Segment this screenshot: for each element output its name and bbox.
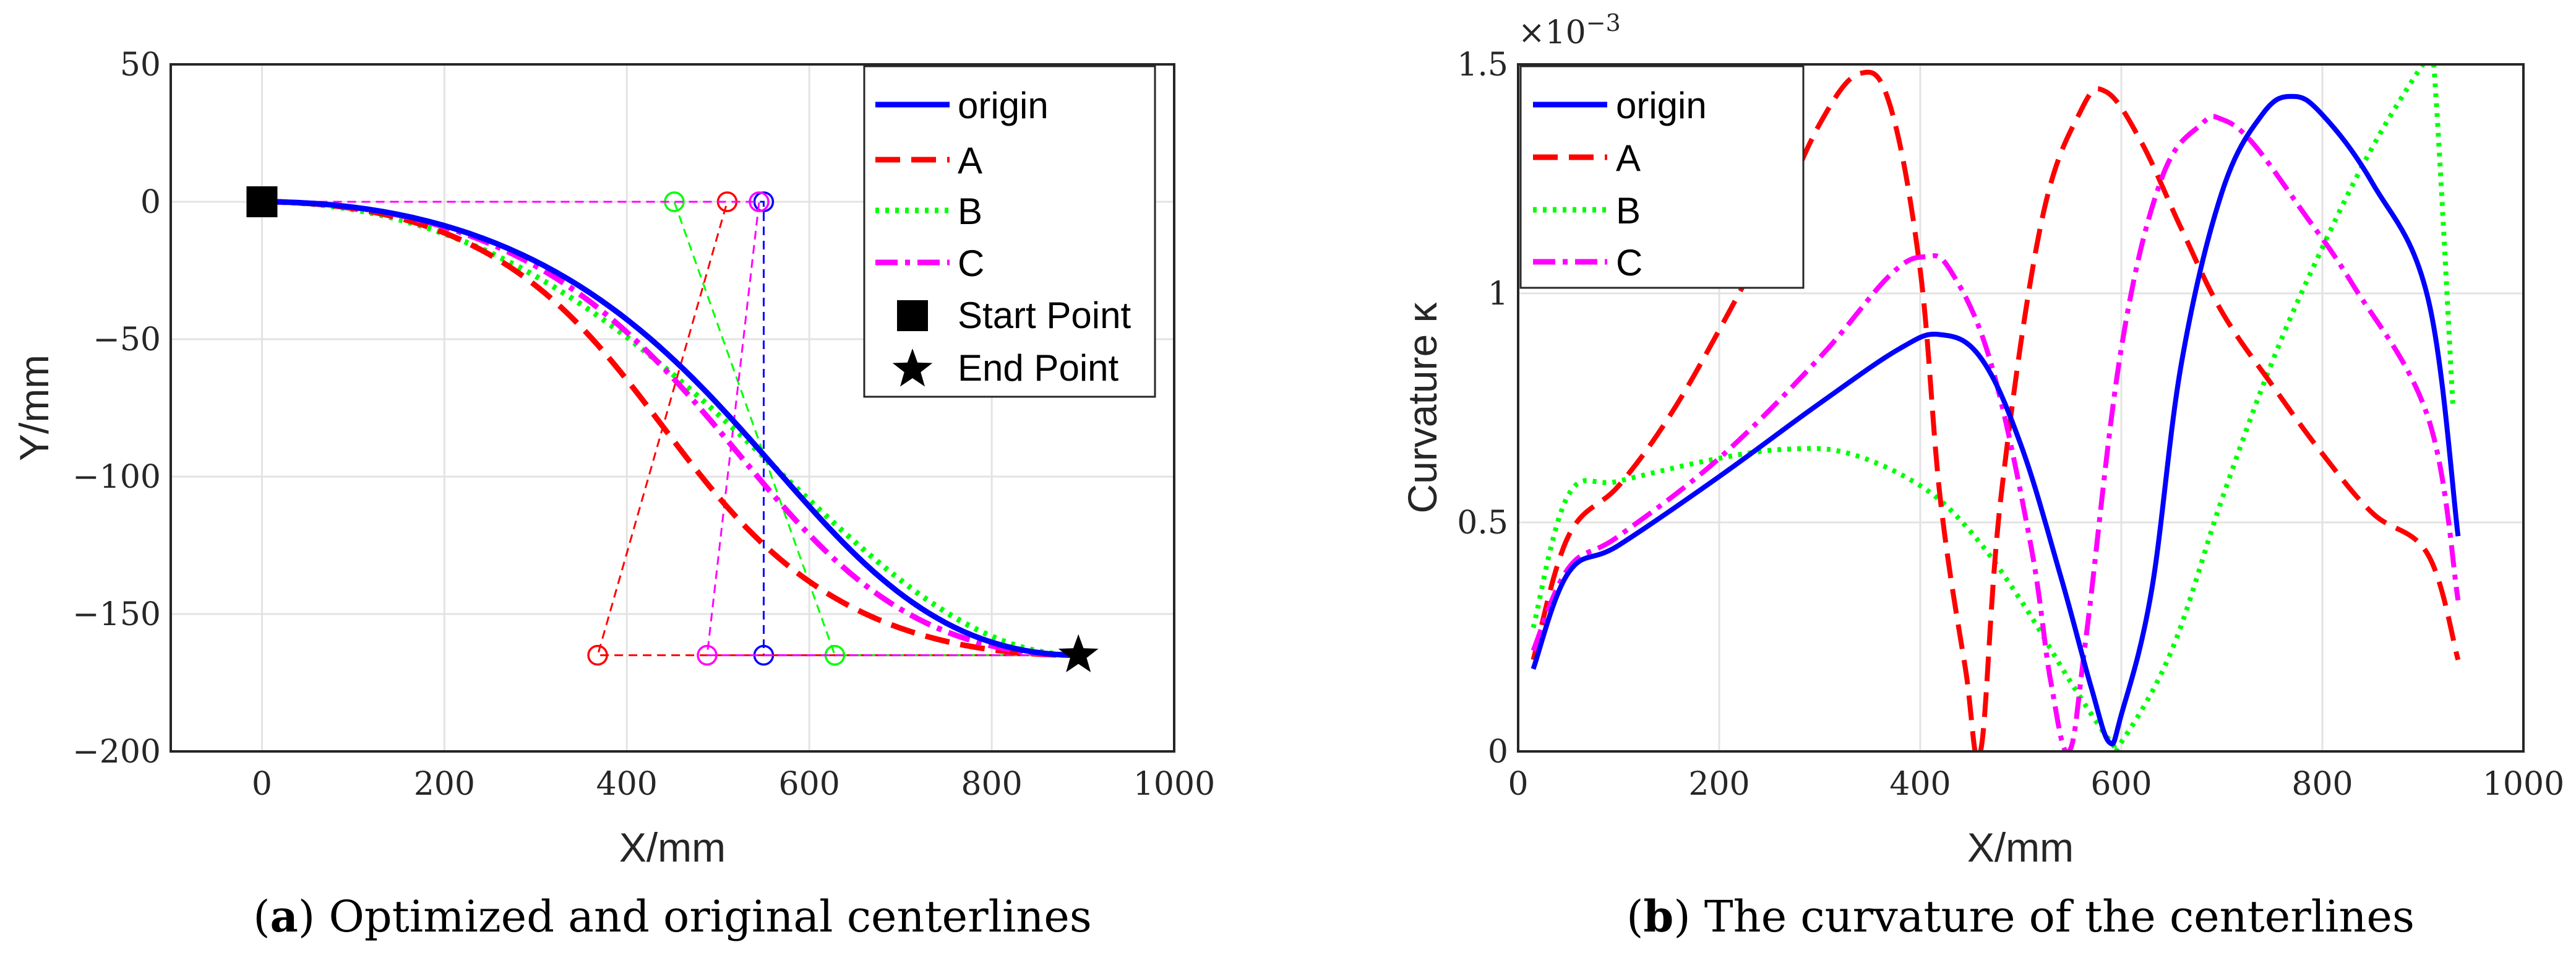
- b-exponent-label: ×10−3: [1518, 9, 1621, 51]
- a-curves: [262, 191, 1079, 666]
- b-y-tick-2: 1: [1488, 275, 1508, 313]
- b-legend-label-a: A: [1616, 137, 1641, 179]
- a-curve-origin: [262, 199, 1079, 659]
- a-y-tick-1: 0: [140, 184, 161, 221]
- b-y-tick-1: 0.5: [1457, 504, 1508, 542]
- b-caption-text: ) The curvature of the centerlines: [1673, 891, 2415, 942]
- b-legend-label-c: C: [1616, 242, 1642, 283]
- a-y-tick-4: −150: [72, 596, 161, 633]
- a-x-tick-1: 200: [414, 766, 475, 803]
- a-legend: origin A B C Start Point End Point: [863, 65, 1156, 398]
- a-legend-symbol-start: [897, 300, 928, 331]
- b-y-tick-0: 0: [1488, 733, 1508, 771]
- a-legend-box: [863, 65, 1156, 398]
- a-x-tick-5: 1000: [1133, 766, 1215, 803]
- b-legend-label-origin: origin: [1616, 85, 1707, 126]
- b-exponent-power: −3: [1586, 9, 1621, 37]
- panel-b: 0 200 400 600 800 1000 0 0.5 1 1.5 ×10−3 X/mm Cu…: [1399, 9, 2564, 942]
- a-caption-label: a: [270, 891, 298, 942]
- a-x-tick-2: 400: [596, 766, 658, 803]
- a-legend-label-b: B: [958, 191, 982, 232]
- a-y-tick-labels: 50 0 −50 −100 −150 −200: [72, 46, 161, 771]
- a-legend-label-origin: origin: [958, 85, 1049, 126]
- a-caption-text: ) Optimized and original centerlines: [298, 891, 1092, 942]
- a-control-point-c-2: [697, 644, 718, 666]
- b-legend-label-b: B: [1616, 190, 1641, 231]
- a-x-tick-3: 600: [779, 766, 840, 803]
- end-point-marker: [1058, 634, 1099, 673]
- b-exponent-base: ×10: [1518, 14, 1586, 51]
- b-x-axis-label: X/mm: [1967, 824, 2074, 870]
- a-legend-symbol-end: [892, 348, 933, 387]
- b-x-tick-1: 200: [1688, 766, 1750, 803]
- panel-a: 0 200 400 600 800 1000 50 0 −50 −100 −150 −200 X/m…: [11, 46, 1215, 942]
- start-point-marker: [246, 186, 278, 217]
- b-y-tick-labels: 0 0.5 1 1.5: [1457, 46, 1508, 771]
- a-control-point-c-1: [749, 191, 770, 212]
- a-caption: (a) Optimized and original centerlines: [253, 891, 1092, 942]
- b-x-tick-labels: 0 200 400 600 800 1000: [1508, 766, 2564, 803]
- b-x-tick-3: 600: [2090, 766, 2152, 803]
- a-y-tick-0: 50: [120, 46, 161, 84]
- a-x-axis-label: X/mm: [619, 824, 726, 870]
- a-y-tick-5: −200: [72, 733, 161, 771]
- a-control-point-a-2: [587, 644, 608, 666]
- a-x-tick-4: 800: [961, 766, 1022, 803]
- a-y-axis-label: Y/mm: [11, 355, 57, 461]
- b-y-axis-label: Curvature κ: [1399, 301, 1445, 513]
- a-legend-label-c: C: [958, 243, 984, 284]
- b-x-tick-2: 400: [1889, 766, 1951, 803]
- b-x-tick-0: 0: [1508, 766, 1528, 803]
- b-axes-frame: [1517, 63, 2525, 753]
- b-x-tick-4: 800: [2291, 766, 2353, 803]
- b-caption-label: b: [1643, 891, 1673, 942]
- b-caption: (b) The curvature of the centerlines: [1626, 891, 2415, 942]
- a-legend-label-a: A: [958, 140, 982, 181]
- a-markers: [246, 186, 1099, 673]
- a-curve-a: [262, 199, 1079, 659]
- a-y-tick-2: −50: [93, 321, 161, 358]
- a-x-tick-0: 0: [252, 766, 272, 803]
- b-y-tick-3: 1.5: [1457, 46, 1508, 84]
- a-axes-frame: [170, 63, 1175, 753]
- a-legend-label-end: End Point: [958, 347, 1119, 389]
- a-legend-label-start: Start Point: [958, 295, 1131, 336]
- b-curve-a: [1531, 69, 2461, 751]
- a-control-polygon-c: [262, 201, 1079, 657]
- b-x-tick-5: 1000: [2483, 766, 2564, 803]
- a-x-tick-labels: 0 200 400 600 800 1000: [252, 766, 1215, 803]
- b-legend: origin A B C: [1519, 65, 1805, 289]
- a-y-tick-3: −100: [72, 459, 161, 496]
- b-curve-c: [1531, 114, 2461, 751]
- b-curve-origin: [1531, 93, 2461, 746]
